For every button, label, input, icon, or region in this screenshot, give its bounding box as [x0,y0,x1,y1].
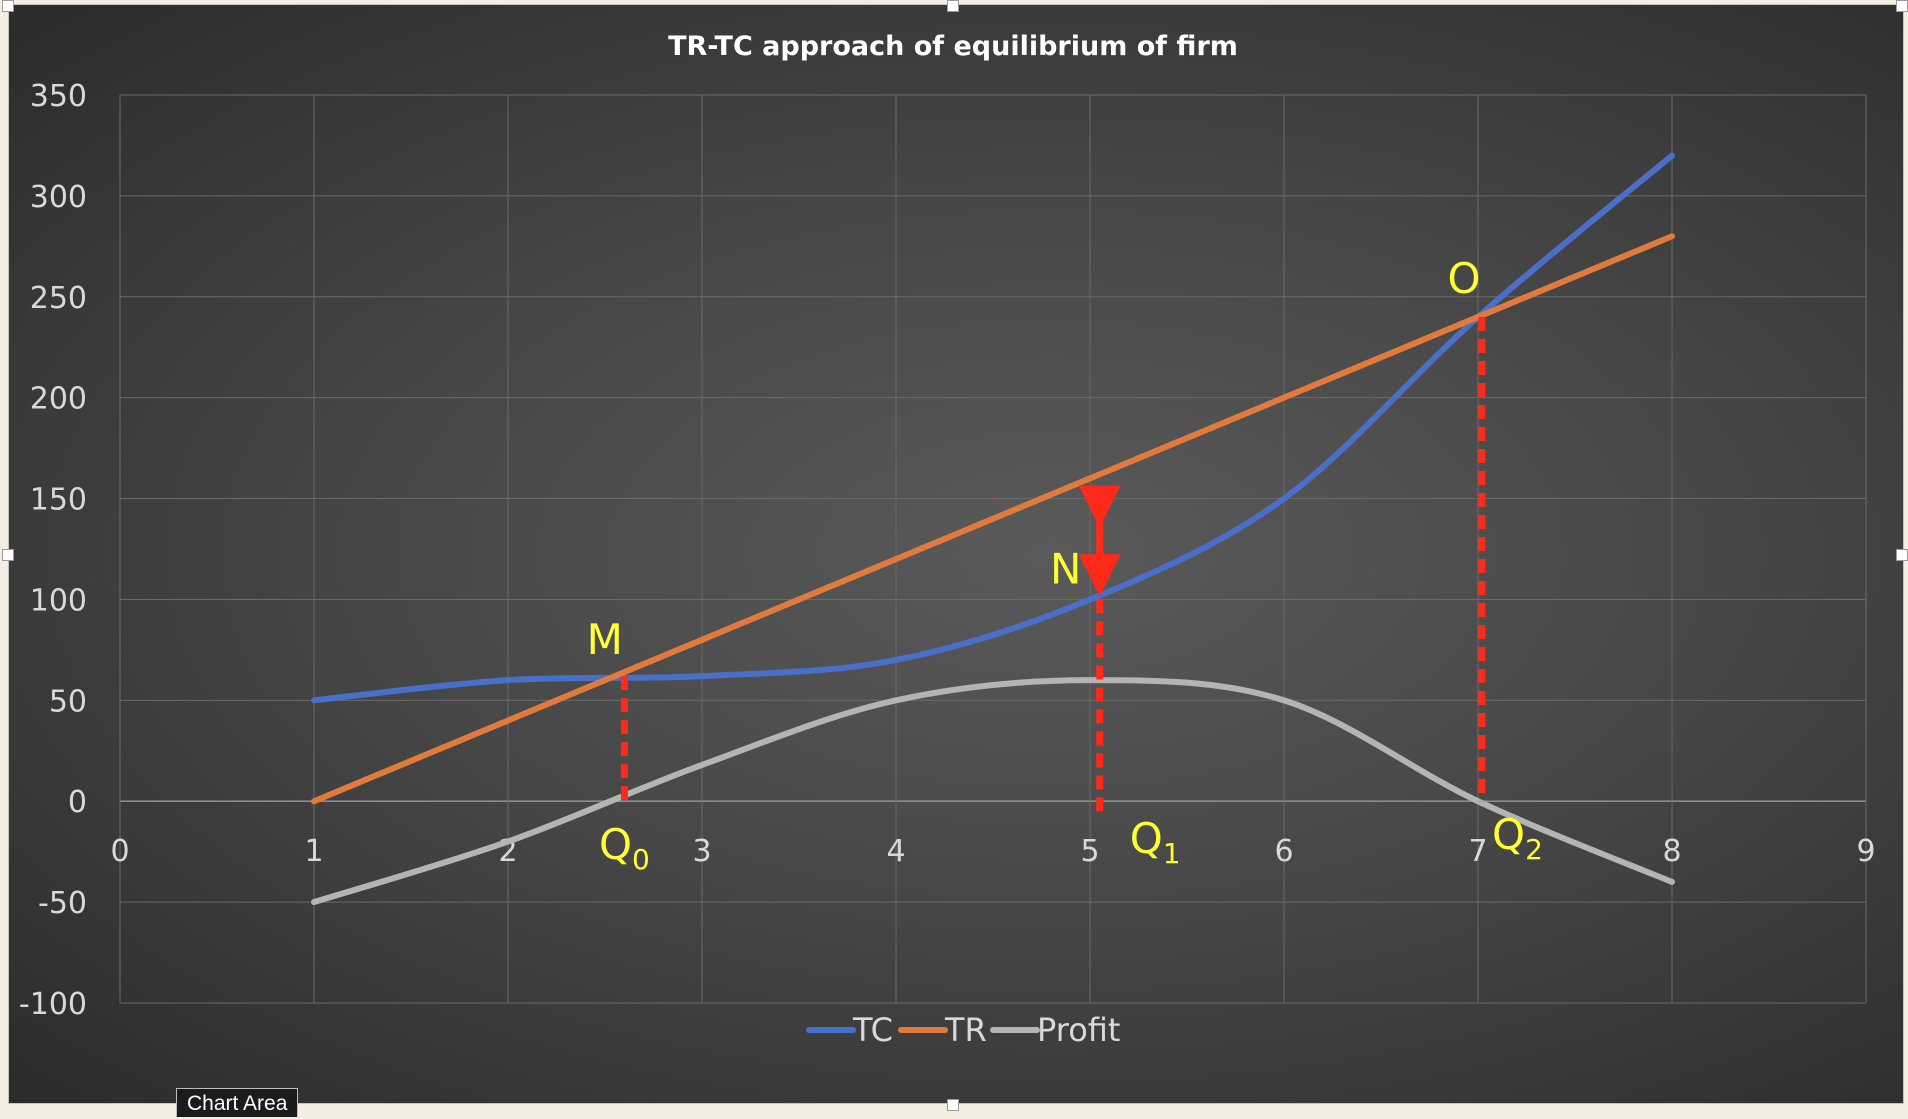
axis-labels: 350 300 250 200 150 100 50 0 -50 -100 0 1 2 3 4 5 6 7 8 9 [19,79,1876,1022]
annotation-label-n: N [1050,544,1081,593]
chart-svg: TR-TC approach of equilibrium of firm 35… [19,31,1876,1049]
y-tick-label: 100 [30,583,87,618]
resize-handle-top-left[interactable] [2,0,14,12]
resize-handle-middle-left[interactable] [2,549,14,561]
y-tick-label: -100 [19,987,87,1022]
series-line-profit[interactable] [311,677,1675,906]
annotation-text: Q [1492,810,1525,859]
x-tick-label: 4 [886,834,905,869]
x-tick-label: 5 [1080,834,1099,869]
annotation-subscript: 2 [1525,833,1543,866]
legend-label-tc[interactable]: TC [852,1011,893,1049]
chart-area[interactable]: TR-TC approach of equilibrium of firm 35… [8,4,1904,1104]
annotation-subscript: 1 [1163,837,1181,870]
resize-handle-top-right[interactable] [1896,0,1908,12]
series-line-tr[interactable] [311,233,1675,805]
resize-handle-top-center[interactable] [947,0,959,12]
y-tick-label: 300 [30,180,87,215]
annotation-label-q2: Q2 [1492,810,1543,866]
annotation-text: N [1050,544,1081,593]
y-tick-label: 0 [68,785,87,820]
annotation-label-q0: Q0 [599,820,650,876]
series-line-tc[interactable] [311,152,1675,704]
legend[interactable]: TC TR Profit [806,1011,1120,1049]
legend-label-profit[interactable]: Profit [1037,1011,1120,1049]
x-tick-label: 9 [1856,834,1875,869]
annotation-text: Q [599,820,632,869]
resize-handle-bottom-center[interactable] [947,1099,959,1111]
annotation-text: M [587,615,623,664]
y-tick-label: 250 [30,281,87,316]
chart-area-tooltip: Chart Area [176,1088,299,1117]
x-tick-label: 1 [304,834,323,869]
annotation-subscript: 0 [632,843,650,876]
series-layer [311,152,1675,906]
legend-label-tr[interactable]: TR [944,1011,987,1049]
chart-title: TR-TC approach of equilibrium of firm [668,31,1238,62]
grid-lines [119,94,1867,1004]
x-tick-label: 8 [1662,834,1681,869]
x-tick-label: 0 [110,834,129,869]
resize-handle-middle-right[interactable] [1896,549,1908,561]
x-tick-label: 7 [1468,834,1487,869]
y-tick-label: -50 [38,886,87,921]
y-tick-label: 50 [49,684,87,719]
x-tick-label: 3 [692,834,711,869]
annotation-text: Q [1130,814,1163,863]
x-tick-label: 6 [1274,834,1293,869]
y-tick-label: 350 [30,79,87,114]
y-tick-label: 200 [30,382,87,417]
annotation-label-m: M [587,615,623,664]
annotation-label-o: O [1447,254,1480,303]
annotation-label-q1: Q1 [1130,814,1181,870]
annotation-text: O [1447,254,1480,303]
y-tick-label: 150 [30,483,87,518]
